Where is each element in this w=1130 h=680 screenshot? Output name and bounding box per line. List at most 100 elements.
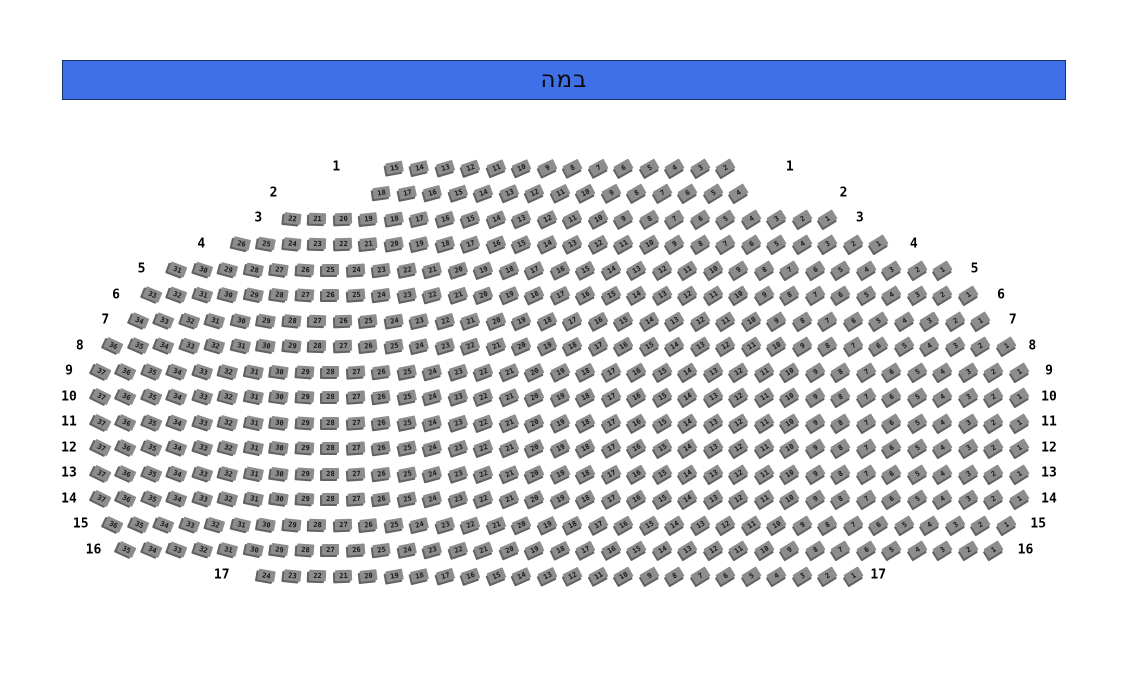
seat[interactable]: 4 [919,514,940,534]
seat[interactable]: 3 [932,540,953,559]
seat[interactable]: 29 [283,339,302,352]
seat[interactable]: 9 [766,310,787,330]
seat[interactable]: 5 [906,387,928,406]
seat[interactable]: 8 [664,565,685,585]
seat[interactable]: 11 [562,209,583,227]
seat[interactable]: 2 [906,259,928,279]
seat[interactable]: 34 [167,464,188,482]
seat[interactable]: 12 [728,412,749,432]
seat[interactable]: 8 [830,463,851,483]
seat[interactable]: 13 [499,184,519,201]
seat[interactable]: 7 [690,565,711,585]
seat[interactable]: 16 [626,413,647,431]
seat[interactable]: 20 [524,438,545,457]
seat[interactable]: 12 [728,387,749,406]
seat[interactable]: 22 [309,569,327,581]
seat[interactable]: 10 [753,540,775,559]
seat[interactable]: 4 [932,489,953,508]
seat[interactable]: 1 [1008,387,1030,406]
seat[interactable]: 16 [626,489,647,508]
seat[interactable]: 8 [639,208,660,228]
seat[interactable]: 7 [855,438,877,457]
seat[interactable]: 1 [957,285,979,304]
seat[interactable]: 17 [460,235,481,252]
seat[interactable]: 8 [626,183,647,202]
seat[interactable]: 13 [677,540,698,559]
seat[interactable]: 21 [499,388,519,405]
seat[interactable]: 17 [600,387,622,406]
seat[interactable]: 30 [270,491,289,506]
seat[interactable]: 36 [116,413,137,431]
seat[interactable]: 36 [116,438,137,457]
seat[interactable]: 31 [231,338,251,353]
seat[interactable]: 22 [397,261,417,277]
seat[interactable]: 11 [753,463,775,483]
seat[interactable]: 26 [321,288,340,301]
seat[interactable]: 24 [372,287,391,302]
seat[interactable]: 24 [422,414,443,430]
seat[interactable]: 15 [600,285,622,304]
seat[interactable]: 14 [677,412,698,432]
seat[interactable]: 10 [741,310,762,330]
seat[interactable]: 21 [499,413,519,431]
seat[interactable]: 8 [753,259,775,279]
seat[interactable]: 30 [270,466,289,480]
seat[interactable]: 11 [741,514,762,534]
seat[interactable]: 22 [473,362,494,380]
seat[interactable]: 21 [460,311,481,329]
seat[interactable]: 11 [753,438,775,457]
seat[interactable]: 13 [664,310,685,330]
seat[interactable]: 18 [575,413,596,431]
seat[interactable]: 29 [296,492,314,505]
seat[interactable]: 19 [549,464,571,482]
seat[interactable]: 7 [855,412,877,432]
seat[interactable]: 1 [817,208,838,228]
seat[interactable]: 11 [549,183,571,202]
seat[interactable]: 16 [613,336,634,355]
seat[interactable]: 4 [919,336,940,355]
seat[interactable]: 14 [639,310,660,330]
seat[interactable]: 7 [843,514,864,534]
seat[interactable]: 18 [435,235,455,252]
seat[interactable]: 26 [359,517,378,531]
seat[interactable]: 31 [244,465,264,481]
seat[interactable]: 33 [193,414,213,430]
seat[interactable]: 29 [244,287,264,302]
seat[interactable]: 19 [549,413,571,431]
seat[interactable]: 10 [639,234,660,253]
seat[interactable]: 30 [270,415,289,429]
seat[interactable]: 14 [677,387,698,406]
seat[interactable]: 18 [537,311,558,329]
seat[interactable]: 3 [957,438,979,457]
seat[interactable]: 23 [309,237,327,250]
seat[interactable]: 6 [741,234,762,253]
seat[interactable]: 14 [651,540,673,559]
seat[interactable]: 6 [881,412,902,432]
seat[interactable]: 21 [359,237,378,250]
seat[interactable]: 5 [894,514,915,534]
seat[interactable]: 34 [167,362,188,380]
seat[interactable]: 31 [231,516,251,532]
seat[interactable]: 21 [486,337,507,354]
seat[interactable]: 17 [397,185,417,200]
seat[interactable]: 4 [792,234,813,253]
seat[interactable]: 22 [473,439,494,456]
seat[interactable]: 12 [524,183,545,202]
seat[interactable]: 36 [116,362,137,380]
seat[interactable]: 10 [728,285,749,304]
seat[interactable]: 9 [779,540,800,559]
seat[interactable]: 23 [410,312,430,328]
seat[interactable]: 7 [855,387,877,406]
seat[interactable]: 12 [690,310,711,330]
seat[interactable]: 2 [957,540,979,559]
seat[interactable]: 5 [906,412,928,432]
seat[interactable]: 32 [206,516,226,532]
seat[interactable]: 14 [600,260,622,278]
seat[interactable]: 4 [766,565,787,585]
seat[interactable]: 22 [460,515,481,533]
seat[interactable]: 34 [142,541,162,558]
seat[interactable]: 29 [296,364,314,378]
seat[interactable]: 26 [296,262,314,276]
seat[interactable]: 28 [321,365,340,377]
seat[interactable]: 30 [193,261,213,277]
